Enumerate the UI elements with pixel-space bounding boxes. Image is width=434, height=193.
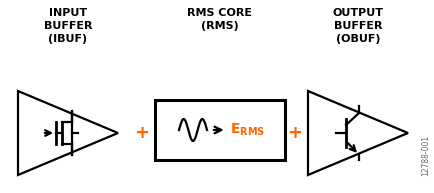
Text: 12788-001: 12788-001 — [421, 135, 430, 176]
Text: (OBUF): (OBUF) — [335, 34, 379, 44]
Text: $\mathregular{E_{RMS}}$: $\mathregular{E_{RMS}}$ — [230, 122, 265, 138]
Text: BUFFER: BUFFER — [44, 21, 92, 31]
Text: +: + — [287, 124, 302, 142]
Text: RMS CORE: RMS CORE — [187, 8, 252, 18]
Text: +: + — [134, 124, 149, 142]
Text: (IBUF): (IBUF) — [48, 34, 87, 44]
Text: INPUT: INPUT — [49, 8, 87, 18]
Text: OUTPUT: OUTPUT — [332, 8, 383, 18]
Text: BUFFER: BUFFER — [333, 21, 381, 31]
Text: (RMS): (RMS) — [201, 21, 238, 31]
Bar — [155, 100, 284, 160]
